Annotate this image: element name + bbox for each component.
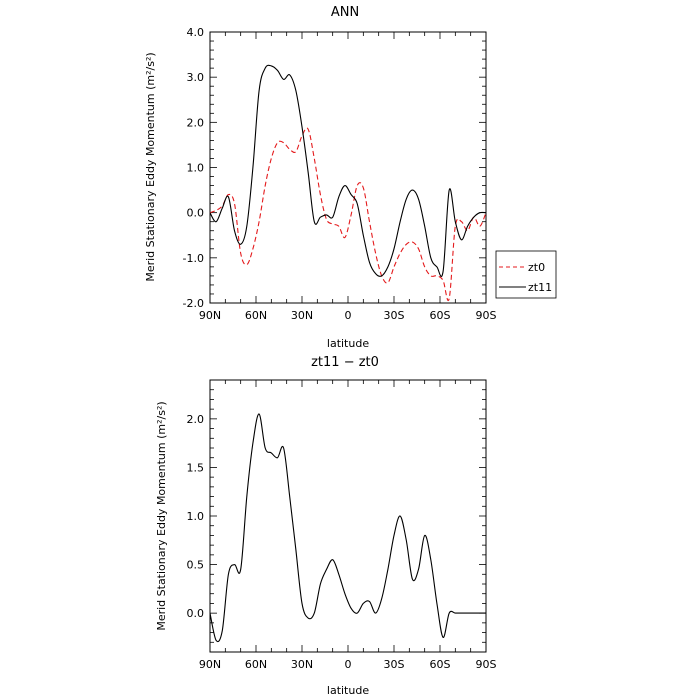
- bottom-chart-x-axis-label: latitude: [327, 684, 369, 697]
- x-tick-label: 30S: [384, 658, 405, 671]
- x-tick-label: 0: [345, 658, 352, 671]
- x-tick-label: 0: [345, 309, 352, 322]
- legend-frame: [495, 250, 557, 299]
- y-tick-label: 3.0: [187, 71, 205, 84]
- y-tick-label: 2.0: [187, 413, 205, 426]
- y-tick-label: 1.0: [187, 510, 205, 523]
- bottom-chart-ticks: 90N 60N 30N 0 30S 60S 90S 0.0 0.5 1.0 1.5 2.0: [187, 379, 497, 671]
- x-tick-label: 60N: [245, 309, 267, 322]
- x-tick-label: 90S: [476, 658, 497, 671]
- y-tick-label: 0.5: [187, 559, 205, 572]
- y-tick-label: 1.5: [187, 461, 205, 474]
- series-line-zt11: [209, 64, 487, 277]
- top-chart-title: ANN: [331, 5, 359, 20]
- top-chart: ANN 90N 60N 30N 0 30S 60S 90S -2.0 -1.0 0.0 1.0 2.0…: [144, 5, 557, 350]
- top-chart-x-axis-label: latitude: [327, 337, 369, 350]
- series-line-series-0: [209, 413, 486, 643]
- x-tick-label: 30S: [384, 309, 405, 322]
- x-tick-label: 60N: [245, 658, 267, 671]
- top-chart-y-axis-label: Merid Stationary Eddy Momentum (m²/s²): [144, 52, 157, 281]
- y-tick-label: -1.0: [183, 252, 204, 265]
- y-tick-label: 1.0: [187, 162, 205, 175]
- x-tick-label: 60S: [430, 309, 451, 322]
- y-tick-label: 2.0: [187, 116, 205, 129]
- x-tick-label: 90N: [199, 658, 221, 671]
- x-tick-label: 90N: [199, 309, 221, 322]
- series-line-zt0: [209, 127, 487, 302]
- bottom-chart-title: zt11 − zt0: [311, 355, 379, 370]
- y-tick-label: 0.0: [187, 607, 205, 620]
- x-tick-label: 30N: [291, 658, 313, 671]
- bottom-chart-y-axis-label: Merid Stationary Eddy Momentum (m²/s²): [155, 401, 168, 630]
- legend-label-zt11: zt11: [528, 281, 552, 294]
- bottom-chart-series: [209, 413, 486, 643]
- x-tick-label: 90S: [476, 309, 497, 322]
- y-tick-label: 0.0: [187, 207, 205, 220]
- top-chart-legend: zt0 zt11: [495, 250, 557, 299]
- y-tick-label: -2.0: [183, 297, 204, 310]
- x-tick-label: 30N: [291, 309, 313, 322]
- y-tick-label: 4.0: [187, 26, 205, 39]
- bottom-chart: zt11 − zt0 90N 60N 30N 0 30S 60S 90S 0.0 0.5 1.0 1…: [155, 355, 497, 697]
- x-tick-label: 60S: [430, 658, 451, 671]
- top-chart-ticks: 90N 60N 30N 0 30S 60S 90S -2.0 -1.0 0.0 1.0 2.0 3.0 4…: [183, 26, 497, 322]
- legend-label-zt0: zt0: [528, 261, 545, 274]
- top-chart-series: [209, 64, 487, 302]
